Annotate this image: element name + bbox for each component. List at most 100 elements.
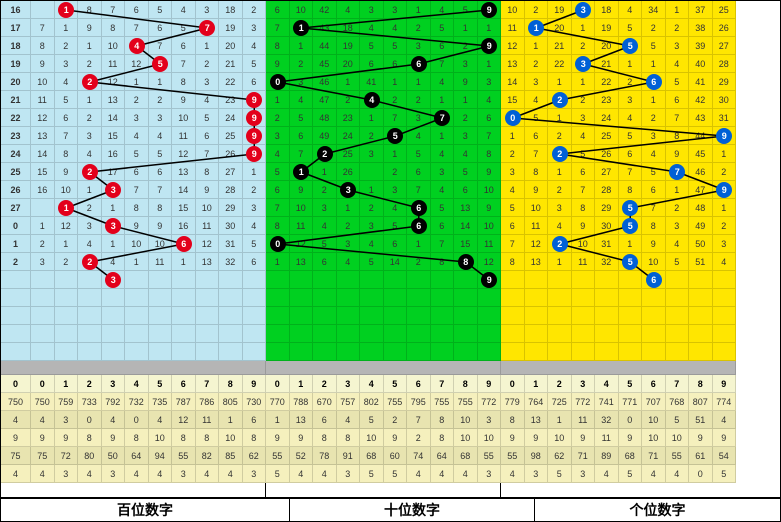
cell: 4 — [572, 127, 596, 145]
cell: 5 — [666, 411, 690, 429]
cell: 21 — [1, 91, 31, 109]
cell — [290, 289, 314, 307]
pick-ball: 6 — [646, 74, 662, 90]
cell: 4 — [642, 145, 666, 163]
cell: 89 — [595, 447, 619, 465]
cell — [55, 289, 79, 307]
cell — [360, 271, 384, 289]
cell: 2 — [548, 181, 572, 199]
cell: 10 — [478, 181, 502, 199]
cell — [642, 289, 666, 307]
cell: 3 — [55, 465, 79, 483]
cell: 11 — [172, 127, 196, 145]
cell: 4 — [243, 217, 267, 235]
cell: 19 — [337, 37, 361, 55]
cell — [384, 307, 408, 325]
cell: 0 — [78, 411, 102, 429]
cell: 4 — [266, 145, 290, 163]
cell — [55, 343, 79, 361]
cell: 6 — [431, 217, 455, 235]
cell: 5 — [666, 73, 690, 91]
cell: 26 — [1, 181, 31, 199]
cell — [172, 325, 196, 343]
cell: 4 — [78, 465, 102, 483]
cell — [384, 289, 408, 307]
cell — [149, 271, 173, 289]
cell: 8 — [172, 73, 196, 91]
cell: 4 — [666, 465, 690, 483]
cell: 4 — [125, 465, 149, 483]
cell: 3 — [407, 37, 431, 55]
cell: 7 — [266, 19, 290, 37]
cell: 725 — [548, 393, 572, 411]
cell — [1, 307, 31, 325]
cell: 3 — [478, 465, 502, 483]
cell: 1 — [431, 127, 455, 145]
cell: 20 — [219, 37, 243, 55]
cell: 2 — [266, 109, 290, 127]
cell: 13 — [290, 411, 314, 429]
cell: 3 — [407, 109, 431, 127]
cell: 16 — [102, 145, 126, 163]
cell: 5 — [431, 199, 455, 217]
cell: 2 — [1, 253, 31, 271]
cell: 24 — [1, 145, 31, 163]
cell: 3 — [666, 217, 690, 235]
cell: 755 — [454, 393, 478, 411]
cell: 741 — [595, 393, 619, 411]
cell: 1 — [548, 253, 572, 271]
cell: 5 — [666, 253, 690, 271]
cell: 61 — [689, 447, 713, 465]
cell: 44 — [313, 37, 337, 55]
cell: 5 — [313, 235, 337, 253]
cell: 3 — [525, 465, 549, 483]
cell — [666, 307, 690, 325]
cell — [196, 307, 220, 325]
cell — [78, 325, 102, 343]
pick-ball: 0 — [270, 74, 286, 90]
cell: 1 — [125, 73, 149, 91]
cell: 2 — [149, 91, 173, 109]
cell: 2 — [125, 91, 149, 109]
cell: 1 — [384, 145, 408, 163]
cell — [525, 307, 549, 325]
cell: 2 — [196, 55, 220, 73]
cell: 6 — [501, 217, 525, 235]
cell: 7 — [31, 19, 55, 37]
cell: 5 — [243, 55, 267, 73]
cell: 23 — [337, 109, 361, 127]
cell: 43 — [689, 109, 713, 127]
cell — [125, 271, 149, 289]
cell: 3 — [196, 73, 220, 91]
cell — [78, 289, 102, 307]
cell: 9 — [666, 145, 690, 163]
cell: 24 — [595, 109, 619, 127]
cell: 7 — [290, 145, 314, 163]
cell: 11 — [196, 217, 220, 235]
cell: 1 — [666, 1, 690, 19]
cell: 98 — [525, 447, 549, 465]
cell: 7 — [619, 163, 643, 181]
cell — [478, 289, 502, 307]
cell: 3 — [243, 19, 267, 37]
cell: 11 — [572, 253, 596, 271]
cell: 4 — [1, 465, 31, 483]
cell: 6 — [172, 37, 196, 55]
cell — [313, 271, 337, 289]
cell — [713, 289, 737, 307]
cell: 6 — [384, 235, 408, 253]
cell: 11 — [102, 55, 126, 73]
cell: 8 — [313, 429, 337, 447]
cell: 5 — [454, 163, 478, 181]
cell — [31, 325, 55, 343]
cell — [384, 343, 408, 361]
cell: 10 — [454, 429, 478, 447]
cell: 48 — [313, 109, 337, 127]
cell — [266, 343, 290, 361]
label-hundreds: 百位数字 — [1, 499, 290, 521]
cell: 4 — [431, 145, 455, 163]
cell — [525, 343, 549, 361]
cell: 3 — [55, 55, 79, 73]
cell: 1 — [266, 411, 290, 429]
cell: 6 — [407, 163, 431, 181]
